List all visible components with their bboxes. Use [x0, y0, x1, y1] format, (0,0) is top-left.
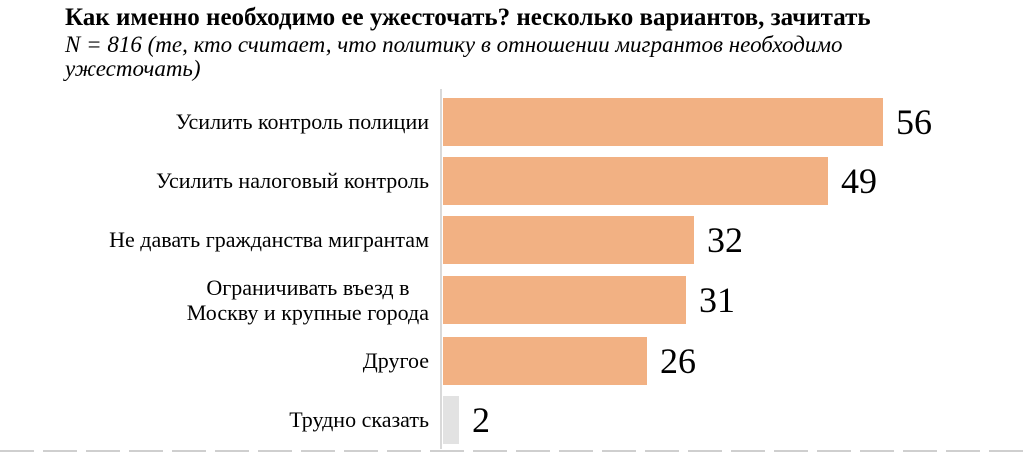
chart-row: Усилить налоговый контроль 49 [0, 151, 1024, 210]
chart-title: Как именно необходимо ее ужесточать? нес… [65, 4, 871, 31]
category-label-cell: Усилить контроль полиции [0, 109, 440, 134]
bar-cell: 49 [440, 151, 1024, 210]
category-label-cell: Ограничивать въезд в Москву и крупные го… [0, 275, 440, 326]
bar [443, 395, 459, 444]
value-label: 49 [841, 160, 877, 201]
value-label: 26 [660, 340, 696, 381]
chart-row: Ограничивать въезд в Москву и крупные го… [0, 270, 1024, 332]
value-label: 2 [472, 399, 490, 440]
category-label: Другое [362, 348, 429, 374]
category-label: Усилить налоговый контроль [156, 168, 429, 194]
category-label: Усилить контроль полиции [175, 109, 429, 135]
category-label-cell: Трудно сказать [0, 407, 440, 432]
chart-row: Другое 26 [0, 331, 1024, 390]
chart-row: Трудно сказать 2 [0, 390, 1024, 449]
value-label: 32 [707, 220, 743, 261]
bar-cell: 32 [440, 211, 1024, 270]
category-axis-line [440, 89, 442, 450]
bar-cell: 2 [440, 390, 1024, 449]
value-label: 56 [896, 101, 932, 142]
chart-header: Как именно необходимо ее ужесточать? нес… [0, 0, 1024, 81]
chart-subtitle: N = 816 (те, кто считает, что политику в… [65, 32, 843, 81]
bar-cell: 31 [440, 270, 1024, 332]
bar-cell: 56 [440, 92, 1024, 151]
bottom-dashed-divider [0, 450, 1024, 452]
bar [443, 276, 686, 325]
bar [443, 156, 828, 205]
bar [443, 97, 883, 146]
bar [443, 216, 694, 265]
chart-row: Усилить контроль полиции 56 [0, 92, 1024, 151]
category-label-cell: Усилить налоговый контроль [0, 168, 440, 193]
chart-rows: Усилить контроль полиции 56 Усилить нало… [0, 92, 1024, 449]
bar-cell: 26 [440, 331, 1024, 390]
category-label-cell: Не давать гражданства мигрантам [0, 227, 440, 252]
category-label-cell: Другое [0, 348, 440, 373]
value-label: 31 [699, 280, 735, 321]
category-label: Трудно сказать [289, 407, 429, 433]
category-label: Ограничивать въезд в Москву и крупные го… [186, 275, 429, 326]
bar-chart: Усилить контроль полиции 56 Усилить нало… [0, 89, 1024, 450]
chart-row: Не давать гражданства мигрантам 32 [0, 211, 1024, 270]
bar [443, 336, 647, 385]
category-label: Не давать гражданства мигрантам [109, 227, 429, 253]
